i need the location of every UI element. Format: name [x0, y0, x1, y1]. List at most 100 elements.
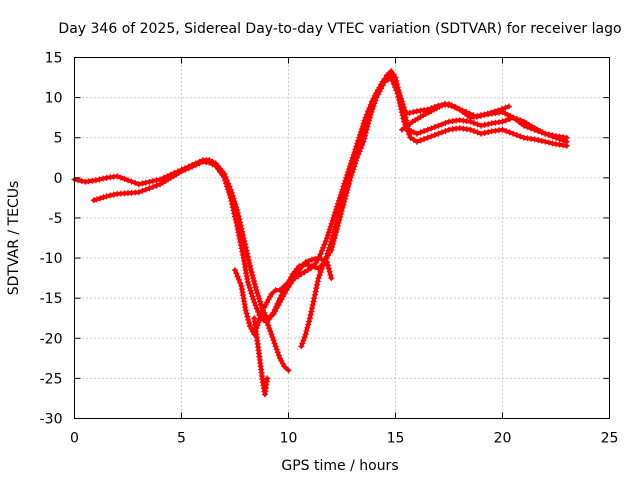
data-point	[381, 78, 388, 85]
data-point	[253, 287, 260, 294]
data-point-marker	[344, 171, 351, 178]
data-point	[356, 134, 363, 141]
data-point	[324, 235, 331, 241]
data-point	[478, 122, 485, 129]
y-tick-label: -30	[40, 412, 63, 428]
data-point-marker	[233, 270, 240, 277]
data-point-marker	[474, 129, 481, 136]
data-point-marker	[316, 272, 323, 279]
data-point-marker	[324, 250, 331, 257]
data-point-marker	[237, 242, 244, 249]
data-point-marker	[247, 266, 254, 273]
y-tick-label: 15	[45, 51, 63, 67]
data-point-marker	[335, 197, 342, 204]
data-point-marker	[498, 106, 505, 113]
data-point	[92, 177, 99, 184]
data-point	[311, 295, 318, 302]
data-point-marker	[370, 95, 377, 102]
data-point	[309, 256, 316, 263]
data-point-marker	[417, 137, 424, 144]
data-point	[324, 259, 331, 266]
data-point-marker	[549, 133, 556, 140]
data-point-marker	[396, 99, 403, 106]
data-point-marker	[535, 137, 542, 144]
data-point-marker	[431, 124, 438, 131]
data-point-marker	[361, 117, 368, 124]
data-point-marker	[320, 244, 327, 251]
data-point-marker	[269, 334, 276, 341]
data-point-marker	[324, 232, 331, 239]
data-point-marker	[309, 305, 316, 312]
data-point	[473, 113, 480, 120]
data-point-marker	[121, 175, 128, 182]
data-point-marker	[385, 76, 392, 83]
data-point-marker	[274, 300, 281, 307]
series-trace-4	[251, 315, 271, 398]
data-point-marker	[352, 146, 359, 153]
data-point	[264, 319, 271, 326]
data-point-marker	[421, 136, 428, 143]
data-point-marker	[312, 288, 319, 295]
data-point	[302, 331, 309, 338]
data-point	[244, 279, 251, 286]
data-point-marker	[325, 265, 332, 272]
data-point-marker	[232, 213, 238, 220]
data-point-marker	[255, 308, 262, 315]
data-point-marker	[303, 328, 310, 335]
data-point-marker	[459, 107, 466, 114]
data-point-marker	[354, 140, 361, 147]
data-point-marker	[481, 129, 488, 136]
data-point-marker	[223, 180, 230, 187]
data-point-marker	[139, 187, 146, 194]
data-point	[212, 162, 219, 169]
data-point-marker	[506, 116, 513, 123]
data-point-marker	[308, 308, 315, 315]
data-point	[388, 74, 395, 81]
data-point-marker	[274, 349, 281, 356]
data-point-marker	[97, 195, 104, 202]
data-point-marker	[438, 121, 445, 128]
data-point-marker	[503, 128, 510, 135]
data-point-marker	[257, 298, 264, 305]
data-point-marker	[244, 250, 251, 257]
data-point	[125, 177, 131, 184]
data-point-marker	[236, 232, 243, 239]
x-axis-label: GPS time / hours	[281, 458, 398, 474]
data-point-marker	[367, 101, 374, 108]
data-point-marker	[254, 290, 261, 297]
data-point	[103, 193, 110, 200]
data-point-marker	[312, 260, 319, 267]
data-point-marker	[313, 285, 320, 292]
data-point-marker	[491, 108, 498, 115]
data-point	[221, 174, 228, 181]
data-point-marker	[556, 136, 563, 143]
data-point-marker	[301, 269, 308, 276]
data-point	[463, 109, 470, 116]
data-point	[413, 130, 420, 137]
data-point	[234, 222, 241, 229]
data-point	[484, 110, 491, 117]
data-point	[441, 101, 448, 108]
data-point-marker	[299, 340, 306, 347]
data-point-marker	[355, 137, 362, 144]
data-point-marker	[209, 161, 216, 168]
data-point-marker	[410, 109, 417, 116]
data-point-marker	[477, 112, 484, 119]
data-point-marker	[182, 166, 189, 173]
data-point	[478, 130, 485, 137]
grid	[74, 57, 610, 419]
data-point	[317, 251, 324, 258]
data-point-marker	[341, 180, 348, 187]
data-point-marker	[256, 316, 263, 323]
data-point-marker	[247, 287, 254, 294]
data-point-marker	[241, 241, 248, 248]
data-point-marker	[502, 104, 509, 111]
y-tick-label: -15	[40, 291, 63, 307]
data-point-marker	[93, 196, 100, 203]
data-point-marker	[410, 136, 417, 143]
data-point-marker	[311, 291, 318, 298]
data-point-marker	[78, 178, 85, 185]
data-point-marker	[275, 352, 282, 359]
data-point	[146, 178, 153, 185]
data-point-marker	[330, 229, 337, 236]
